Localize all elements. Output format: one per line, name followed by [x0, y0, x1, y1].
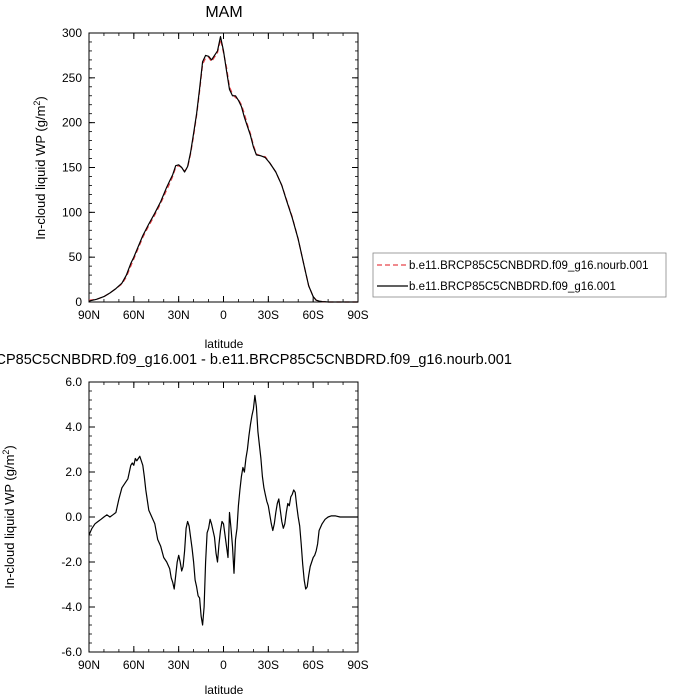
bot-y-tick-label: -4.0	[61, 600, 82, 614]
legend-box	[372, 252, 667, 298]
bot-series-line-0	[88, 394, 358, 626]
top-y-tick-label: 200	[62, 116, 82, 130]
bottom-x-tick-labels: 90N 60N 30N 0 30S 60S 90S	[78, 658, 369, 672]
top-series-line-0	[88, 38, 358, 303]
top-y-tick-label: 100	[62, 205, 82, 219]
bottom-plot-frame	[88, 381, 359, 653]
bot-x-tick-label: 0	[220, 658, 227, 672]
bot-y-tick-label: 4.0	[65, 420, 82, 434]
top-plot-frame	[88, 32, 359, 303]
bot-x-tick-label: 60N	[123, 658, 145, 672]
bottom-series-lines	[88, 394, 358, 626]
top-ticks	[88, 32, 359, 303]
bot-y-tick-label: 2.0	[65, 465, 82, 479]
bottom-chart-title: b.e11.BRCP85C5CNBDRD.f09_g16.001 - b.e11…	[0, 352, 512, 368]
bot-x-tick-label: 90S	[347, 658, 368, 672]
legend: b.e11.BRCP85C5CNBDRD.f09_g16.nourb.001 b…	[372, 252, 667, 298]
top-chart-title: MAM	[205, 4, 242, 21]
top-x-tick-label: 30N	[168, 308, 190, 322]
top-x-axis-label: latitude	[205, 337, 244, 351]
top-x-tick-label: 0	[220, 308, 227, 322]
top-y-tick-label: 50	[69, 250, 83, 264]
bot-x-tick-label: 90N	[78, 658, 100, 672]
top-y-axis-label: In-cloud liquid WP (g/m2)	[32, 96, 48, 240]
bottom-ticks	[88, 381, 359, 653]
bottom-panel: b.e11.BRCP85C5CNBDRD.f09_g16.001 - b.e11…	[0, 352, 512, 697]
top-y-tick-label: 250	[62, 71, 82, 85]
top-x-tick-label: 30S	[258, 308, 279, 322]
top-y-tick-label: 300	[62, 26, 82, 40]
top-x-tick-label: 90S	[347, 308, 368, 322]
bot-x-tick-label: 30N	[168, 658, 190, 672]
top-series-line-1	[88, 35, 358, 303]
bot-x-tick-label: 30S	[258, 658, 279, 672]
top-series-lines	[88, 35, 358, 303]
top-x-tick-label: 90N	[78, 308, 100, 322]
bottom-y-axis-label: In-cloud liquid WP (g/m2)	[1, 445, 17, 589]
bot-y-tick-label: 6.0	[65, 375, 82, 389]
legend-label-control: b.e11.BRCP85C5CNBDRD.f09_g16.001	[409, 281, 616, 293]
top-y-tick-labels: 0 50 100 150 200 250 300	[62, 26, 82, 309]
top-x-tick-label: 60N	[123, 308, 145, 322]
bot-y-tick-label: -6.0	[61, 645, 82, 659]
bot-y-tick-label: -2.0	[61, 555, 82, 569]
legend-label-nourb: b.e11.BRCP85C5CNBDRD.f09_g16.nourb.001	[409, 260, 649, 272]
top-y-tick-label: 150	[62, 161, 82, 175]
top-x-tick-label: 60S	[302, 308, 323, 322]
bot-x-tick-label: 60S	[302, 658, 323, 672]
bot-y-tick-label: 0.0	[65, 510, 82, 524]
bottom-x-axis-label: latitude	[205, 683, 244, 697]
bottom-y-tick-labels: -6.0 -4.0 -2.0 0.0 2.0 4.0 6.0	[61, 375, 82, 659]
top-x-tick-labels: 90N 60N 30N 0 30S 60S 90S	[78, 308, 369, 322]
top-y-tick-label: 0	[75, 295, 82, 309]
